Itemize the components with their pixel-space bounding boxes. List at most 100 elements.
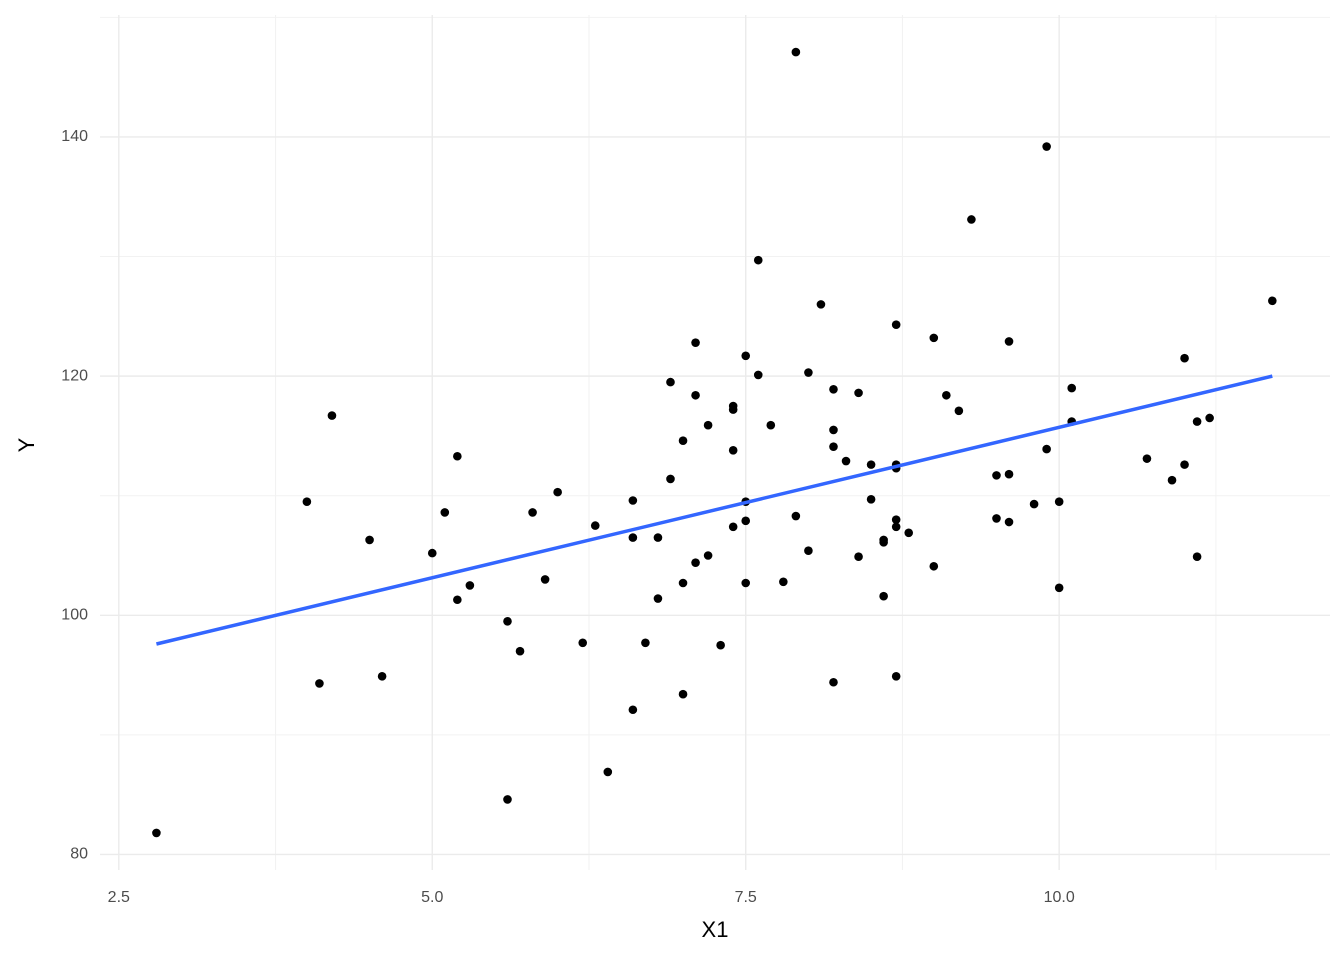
point <box>453 595 462 605</box>
point <box>440 508 450 517</box>
point <box>992 514 1001 523</box>
point <box>891 515 901 524</box>
point <box>528 508 537 517</box>
point <box>967 215 976 224</box>
point <box>728 445 738 455</box>
y-tick-label: 140 <box>61 128 88 145</box>
point <box>1180 460 1189 469</box>
point <box>427 548 437 558</box>
y-axis-title: Y <box>14 437 39 452</box>
point <box>1268 296 1277 306</box>
point <box>829 384 838 394</box>
point <box>716 640 725 650</box>
point <box>891 320 901 330</box>
point <box>879 538 888 547</box>
point <box>678 689 688 699</box>
point <box>1004 469 1014 479</box>
point <box>804 368 813 377</box>
point <box>327 411 337 420</box>
point <box>728 405 738 414</box>
point <box>1205 413 1214 423</box>
point <box>590 521 600 530</box>
point <box>791 511 801 521</box>
point <box>503 795 512 804</box>
point <box>779 577 788 587</box>
point <box>829 425 838 435</box>
point <box>891 522 901 532</box>
point <box>992 471 1001 480</box>
point <box>641 638 650 648</box>
point <box>578 638 588 648</box>
point <box>1004 337 1014 346</box>
point <box>954 406 964 416</box>
point <box>1067 383 1077 393</box>
x-tick-label: 7.5 <box>735 889 757 906</box>
point <box>628 705 638 715</box>
point <box>929 333 939 343</box>
point <box>515 646 525 656</box>
point <box>691 390 700 400</box>
point <box>1142 454 1152 463</box>
point <box>728 522 738 532</box>
point <box>766 420 776 430</box>
point <box>866 460 876 469</box>
point <box>377 671 387 681</box>
point <box>929 561 939 571</box>
point <box>302 497 312 506</box>
point <box>603 767 613 777</box>
point <box>365 535 374 545</box>
x-tick-label: 5.0 <box>421 889 443 906</box>
x-tick-label: 2.5 <box>108 889 130 906</box>
point <box>628 533 638 542</box>
point <box>152 828 161 838</box>
point <box>453 451 462 461</box>
fit-line <box>156 374 1273 646</box>
point <box>829 677 838 687</box>
point <box>1180 353 1189 363</box>
point <box>1042 142 1051 151</box>
point <box>904 528 914 538</box>
point <box>841 456 851 466</box>
point <box>1042 444 1051 454</box>
point <box>741 516 751 526</box>
x-tick-label: 10.0 <box>1044 889 1075 906</box>
point <box>691 338 700 347</box>
point <box>540 575 550 584</box>
point <box>791 47 801 57</box>
point <box>816 300 826 309</box>
point <box>666 474 675 484</box>
point <box>1029 499 1039 509</box>
point <box>753 370 763 380</box>
point <box>1167 475 1177 485</box>
point <box>879 591 888 601</box>
point <box>854 388 863 398</box>
point <box>1054 583 1064 593</box>
point <box>741 578 751 588</box>
point <box>942 390 951 400</box>
y-tick-label: 100 <box>61 607 88 624</box>
y-tick-label: 80 <box>70 846 88 863</box>
point <box>866 495 876 504</box>
point <box>703 420 713 430</box>
point <box>465 581 475 590</box>
point <box>1054 497 1064 506</box>
point <box>678 578 688 588</box>
point <box>503 616 512 626</box>
point <box>628 496 638 505</box>
point <box>741 351 751 361</box>
point <box>703 551 713 560</box>
point <box>315 679 324 688</box>
point <box>666 377 675 387</box>
point <box>753 255 763 265</box>
point <box>891 671 901 681</box>
point <box>691 558 700 567</box>
point <box>1192 552 1202 561</box>
point <box>1192 417 1202 426</box>
point <box>653 533 663 542</box>
point <box>829 442 838 451</box>
point <box>804 546 813 556</box>
y-tick-label: 120 <box>61 367 88 384</box>
x-axis-title: X1 <box>702 917 729 942</box>
